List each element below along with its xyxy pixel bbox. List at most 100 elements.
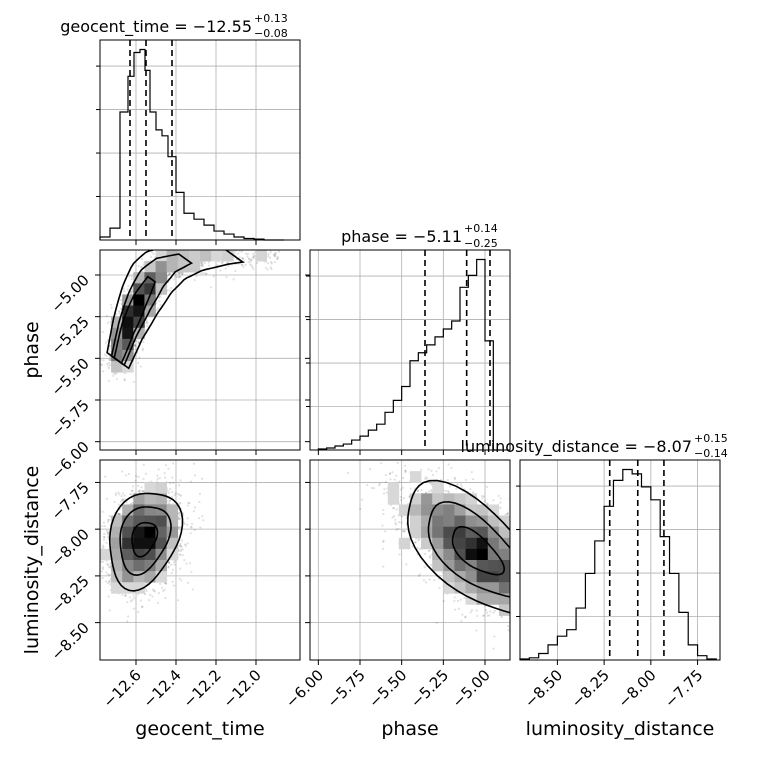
sample-point <box>166 274 169 277</box>
sample-point <box>190 570 193 574</box>
sample-point <box>198 492 202 495</box>
sample-point <box>252 256 255 260</box>
sample-point <box>112 374 115 377</box>
sample-point <box>197 235 199 237</box>
sample-point <box>234 231 236 233</box>
sample-point <box>130 292 133 295</box>
sample-point <box>149 593 152 597</box>
sample-point <box>240 250 243 253</box>
contour-level-3 <box>113 275 157 365</box>
sample-point <box>107 365 110 368</box>
sample-point <box>109 303 113 307</box>
sample-point <box>223 243 225 245</box>
sample-point <box>142 340 145 344</box>
sample-point <box>151 251 154 254</box>
sample-point <box>94 553 96 555</box>
sample-point <box>246 252 249 256</box>
sample-point <box>108 518 111 521</box>
sample-point <box>94 543 96 545</box>
sample-point <box>178 517 182 520</box>
sample-point <box>252 255 256 258</box>
sample-point <box>120 498 124 501</box>
sample-point <box>103 353 106 356</box>
sample-point <box>250 264 253 267</box>
sample-point <box>274 254 277 257</box>
sample-point <box>140 486 143 489</box>
sample-point <box>275 257 279 261</box>
sample-point <box>107 535 110 539</box>
sample-point <box>107 595 110 598</box>
sample-point <box>227 261 230 264</box>
density-bin <box>111 350 123 362</box>
sample-point <box>212 275 216 278</box>
sample-point <box>206 243 208 245</box>
sample-point <box>127 285 130 288</box>
sample-point <box>157 468 160 471</box>
sample-point <box>144 472 148 475</box>
sample-point <box>129 596 132 599</box>
sample-point <box>109 320 112 324</box>
sample-point <box>202 519 205 522</box>
sample-point <box>137 490 140 493</box>
sample-point <box>106 531 109 534</box>
sample-point <box>134 344 137 347</box>
sample-point <box>130 278 133 281</box>
sample-point <box>138 489 142 492</box>
sample-point <box>164 464 168 467</box>
sample-point <box>124 372 127 375</box>
sample-point <box>170 563 173 566</box>
sample-point <box>102 538 106 542</box>
sample-point <box>250 246 252 248</box>
sample-point <box>173 247 175 249</box>
sample-point <box>103 532 106 536</box>
sample-point <box>103 525 107 528</box>
sample-point <box>183 522 186 526</box>
sample-point <box>164 582 167 585</box>
sample-point <box>108 573 111 577</box>
sample-point <box>185 562 188 565</box>
sample-point <box>187 246 189 248</box>
contour-level-1 <box>106 250 245 370</box>
sample-point <box>202 272 205 275</box>
sample-point <box>253 251 257 254</box>
sample-point <box>155 308 158 312</box>
sample-point <box>190 526 193 529</box>
sample-point <box>134 340 138 343</box>
sample-point <box>144 583 148 586</box>
sample-point <box>212 243 214 245</box>
sample-point <box>188 501 191 505</box>
density-bin <box>111 316 123 329</box>
sample-point <box>180 548 183 551</box>
sample-point <box>192 246 194 248</box>
sample-point <box>270 267 273 271</box>
sample-point <box>194 242 196 244</box>
sample-point <box>106 573 110 576</box>
density-bin <box>155 272 167 284</box>
sample-point <box>216 238 218 240</box>
sample-point <box>264 242 266 244</box>
sample-point <box>123 289 126 293</box>
sample-point <box>179 553 182 556</box>
sample-point <box>106 529 109 532</box>
frame <box>99 249 301 451</box>
sample-point <box>170 495 173 499</box>
sample-point <box>198 500 201 504</box>
sample-point <box>263 246 265 248</box>
sample-point <box>134 348 137 351</box>
sample-point <box>252 267 255 270</box>
sample-point <box>195 244 197 246</box>
sample-point <box>266 262 270 265</box>
sample-point <box>112 372 115 375</box>
sample-point <box>104 580 108 583</box>
sample-point <box>179 550 182 553</box>
sample-point <box>105 571 108 574</box>
sample-point <box>101 370 105 373</box>
sample-point <box>130 489 133 492</box>
density-bin <box>122 294 134 306</box>
sample-point <box>167 502 170 505</box>
sample-point <box>137 264 140 267</box>
sample-point <box>218 247 220 249</box>
sample-point <box>134 345 137 348</box>
sample-point <box>122 492 125 495</box>
sample-point <box>179 542 182 545</box>
